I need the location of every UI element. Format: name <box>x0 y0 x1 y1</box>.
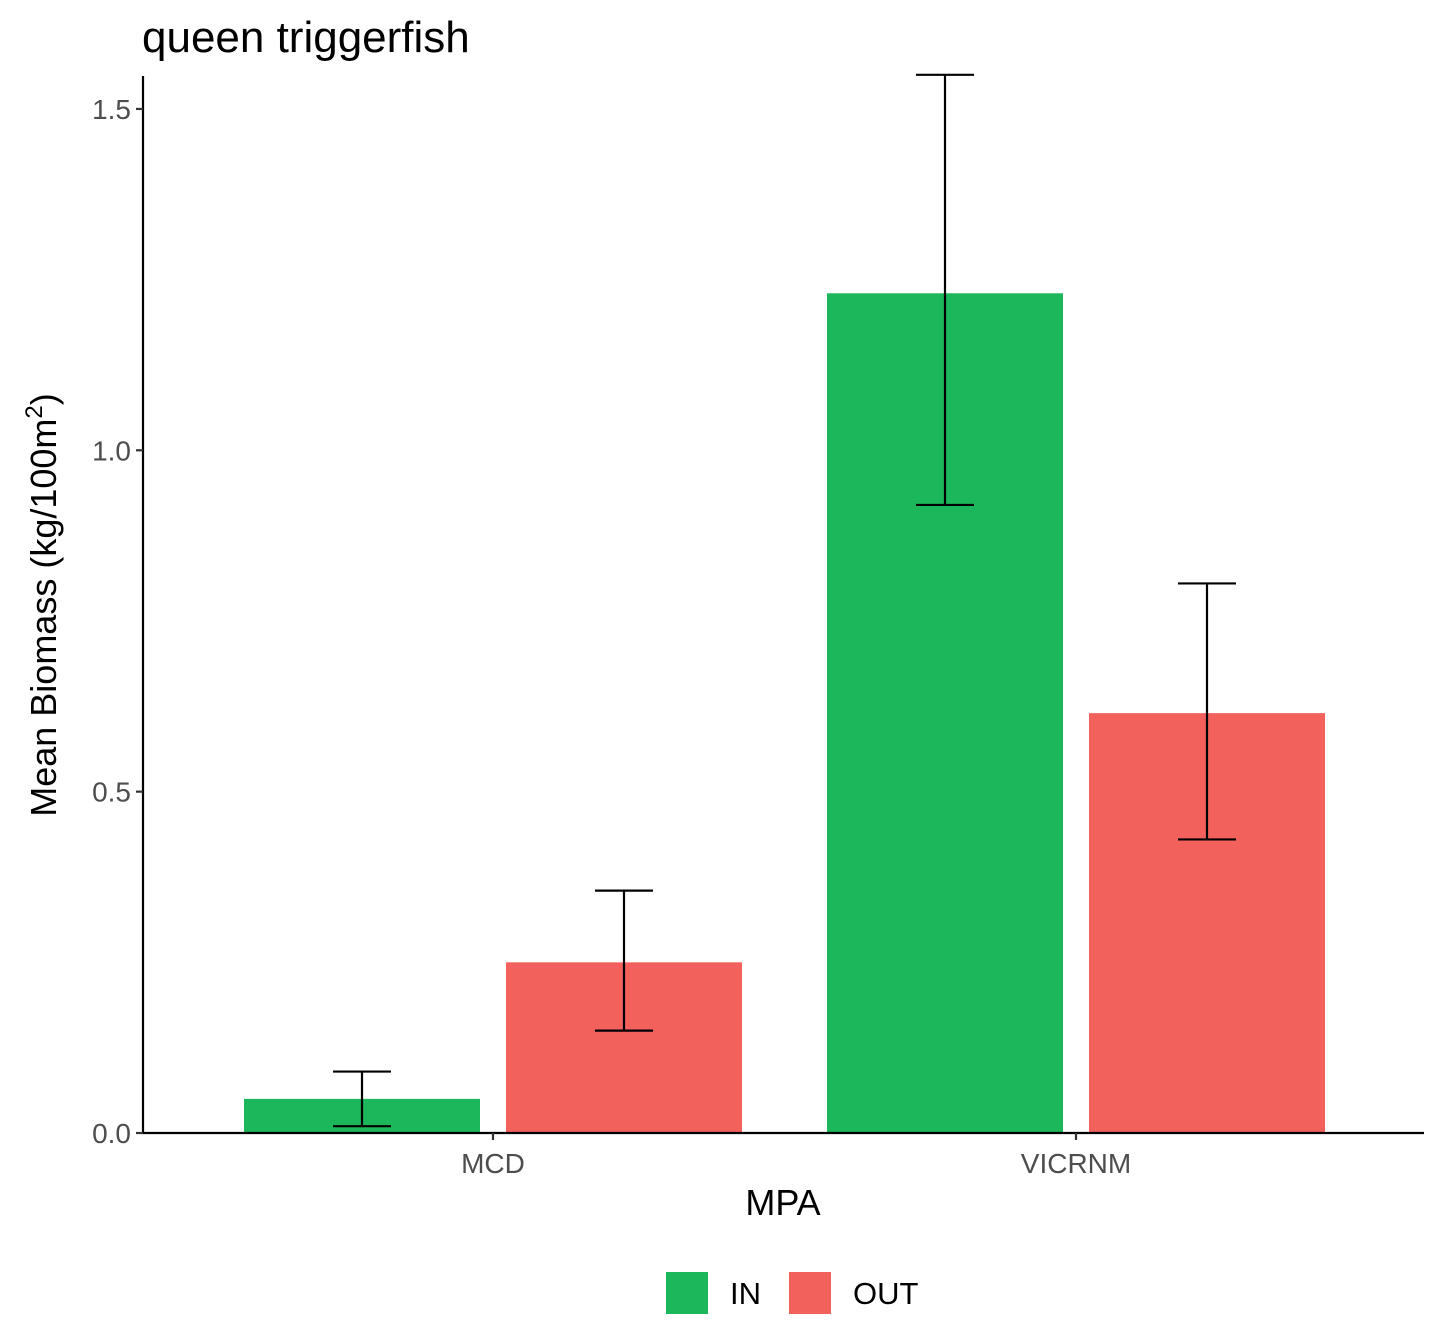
x-ticks-layer: MCD VICRNM <box>461 1133 1131 1179</box>
y-axis-title: Mean Biomass (kg/100m2) <box>21 393 64 817</box>
y-ticks-layer: 0.0 0.5 1.0 1.5 <box>92 94 143 1149</box>
legend-item-in: IN <box>666 1272 761 1314</box>
error-bar-out-vicrnm <box>1178 582 1236 841</box>
legend: IN OUT <box>666 1272 919 1314</box>
legend-key <box>666 1272 708 1314</box>
y-tick-label: 0.0 <box>92 1118 131 1149</box>
x-tick-label: MCD <box>461 1148 525 1179</box>
y-tick-label: 0.5 <box>92 777 131 808</box>
y-axis-title-superscript: 2 <box>21 405 48 418</box>
legend-label: OUT <box>853 1276 919 1311</box>
chart-title: queen triggerfish <box>142 13 470 62</box>
legend-label: IN <box>730 1276 761 1311</box>
y-axis-title-main: Mean Biomass (kg/100m <box>23 419 64 817</box>
error-bar-in-vicrnm <box>916 73 974 507</box>
legend-item-out: OUT <box>789 1272 919 1314</box>
bars-layer <box>244 293 1325 1133</box>
error-bar-out-mcd <box>595 889 653 1032</box>
legend-key <box>789 1272 831 1314</box>
x-axis-title: MPA <box>745 1182 820 1223</box>
x-tick-label: VICRNM <box>1021 1148 1131 1179</box>
y-tick-label: 1.5 <box>92 94 131 125</box>
error-bars-layer <box>333 73 1236 1128</box>
y-axis-title-suffix: ) <box>23 393 64 405</box>
y-tick-label: 1.0 <box>92 435 131 466</box>
error-bar-in-mcd <box>333 1070 391 1128</box>
